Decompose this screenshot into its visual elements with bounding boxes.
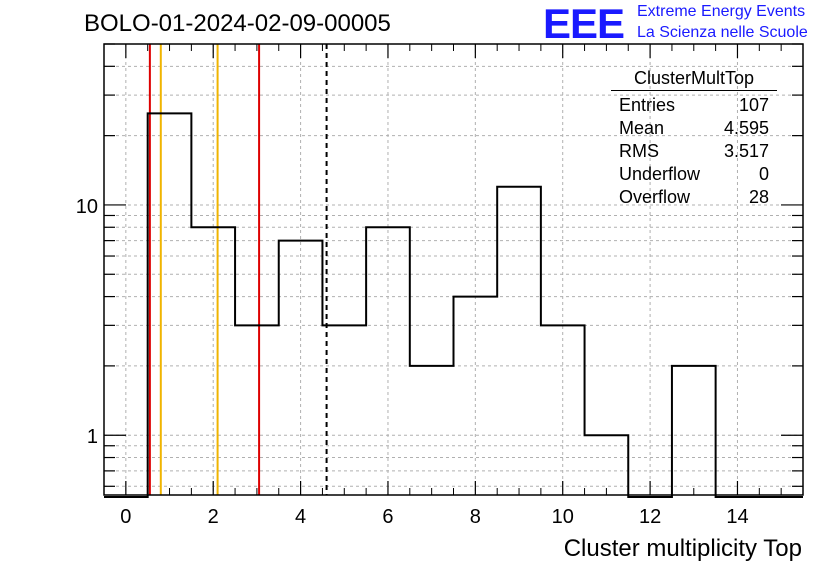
stats-value: 3.517 (723, 141, 769, 161)
x-tick-label: 10 (552, 506, 574, 528)
x-tick-label: 4 (295, 506, 306, 528)
stats-row-rms: RMS 3.517 (611, 140, 777, 163)
stats-row-mean: Mean 4.595 (611, 117, 777, 140)
histogram-bin (235, 325, 279, 495)
x-tick-label: 0 (120, 506, 131, 528)
eee-logo-mark: EEE (543, 0, 625, 47)
x-tick-label: 2 (208, 506, 219, 528)
histogram-bin (148, 113, 192, 495)
stats-label: Underflow (619, 164, 701, 184)
histogram-bin (322, 325, 366, 495)
x-tick-label: 8 (470, 506, 481, 528)
stats-label: Entries (619, 95, 676, 115)
stats-value: 107 (738, 95, 769, 115)
stats-label: Overflow (619, 187, 691, 207)
histogram-outline (104, 112, 803, 498)
histogram-bin (672, 366, 716, 495)
stats-label: RMS (619, 141, 659, 161)
stats-value: 28 (748, 187, 769, 207)
stats-row-overflow: Overflow 28 (611, 186, 777, 209)
axis-ticks (104, 43, 804, 495)
stats-row-entries: Entries 107 (611, 94, 777, 117)
x-tick-label: 14 (726, 506, 748, 528)
stats-row-underflow: Underflow 0 (611, 163, 777, 186)
y-tick-label: 10 (76, 196, 98, 218)
stats-value: 0 (758, 164, 769, 184)
stats-name: ClusterMultTop (611, 68, 777, 91)
logo-line-2: La Scienza nelle Scuole (637, 24, 808, 41)
histogram-bin (410, 366, 454, 495)
x-tick-label: 6 (382, 506, 393, 528)
stats-box: ClusterMultTop Entries 107 Mean 4.595 RM… (611, 68, 777, 209)
stats-value: 4.595 (723, 118, 769, 138)
y-tick-label: 1 (87, 426, 98, 448)
histogram-bin (497, 187, 541, 495)
stats-label: Mean (619, 118, 665, 138)
x-axis-title: Cluster multiplicity Top (563, 535, 802, 562)
logo-line-1: Extreme Energy Events (637, 3, 806, 20)
marker-lines (148, 44, 716, 495)
x-tick-label: 12 (639, 506, 661, 528)
tick-labels: 0 2 4 6 8 10 12 14 1 10 (76, 196, 749, 528)
plot-title: BOLO-01-2024-02-09-00005 (84, 10, 391, 37)
